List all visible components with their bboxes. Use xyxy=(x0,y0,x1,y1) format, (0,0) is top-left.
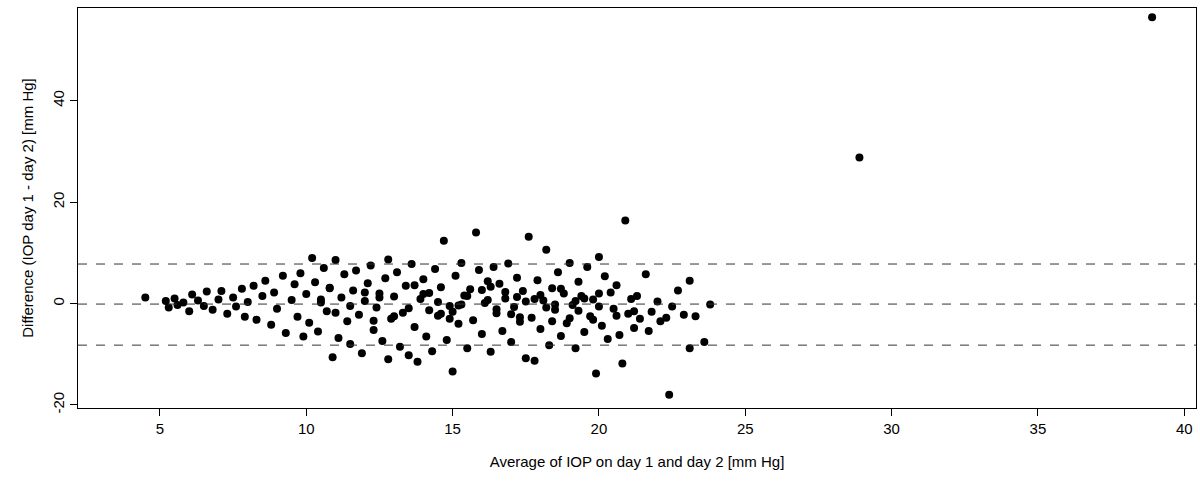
svg-text:30: 30 xyxy=(883,420,900,437)
svg-text:Difference (IOP day 1 - day 2): Difference (IOP day 1 - day 2) [mm Hg] xyxy=(19,78,36,338)
svg-text:5: 5 xyxy=(156,420,164,437)
svg-text:20: 20 xyxy=(50,192,67,209)
svg-text:20: 20 xyxy=(591,420,608,437)
svg-text:40: 40 xyxy=(1176,420,1193,437)
svg-text:0: 0 xyxy=(50,297,67,305)
svg-text:10: 10 xyxy=(298,420,315,437)
svg-text:25: 25 xyxy=(737,420,754,437)
svg-text:35: 35 xyxy=(1030,420,1047,437)
svg-text:-20: -20 xyxy=(50,392,67,414)
svg-text:40: 40 xyxy=(50,90,67,107)
svg-text:15: 15 xyxy=(444,420,461,437)
svg-text:Average of IOP on day 1 and da: Average of IOP on day 1 and day 2 [mm Hg… xyxy=(490,453,785,470)
